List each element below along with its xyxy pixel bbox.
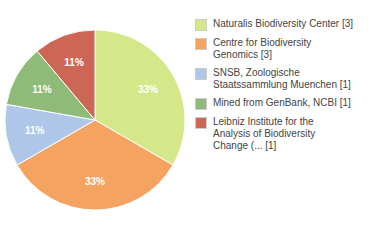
svg-text:11%: 11%: [25, 125, 45, 136]
html-text:Naturalis Biodiversity Center: Naturalis Biodiversity Center [3]: [213, 18, 354, 29]
html-text:SNSB, Zoologische Staatssammlu: SNSB, Zoologische Staatssammlung Muenche…: [213, 67, 351, 90]
svg-text:33%: 33%: [85, 176, 105, 187]
html-text:Centre for Biodiversity Genomi: Centre for Biodiversity Genomics [3]: [213, 37, 312, 60]
html-text:Mined from GenBank, NCBI [1]: Mined from GenBank, NCBI [1]: [213, 97, 351, 108]
svg-text:33%: 33%: [138, 84, 158, 95]
html-text:Leibniz Institute for the Anal: Leibniz Institute for the Analysis of Bi…: [213, 116, 316, 151]
svg-text:11%: 11%: [32, 84, 52, 95]
svg-text:11%: 11%: [64, 57, 84, 68]
